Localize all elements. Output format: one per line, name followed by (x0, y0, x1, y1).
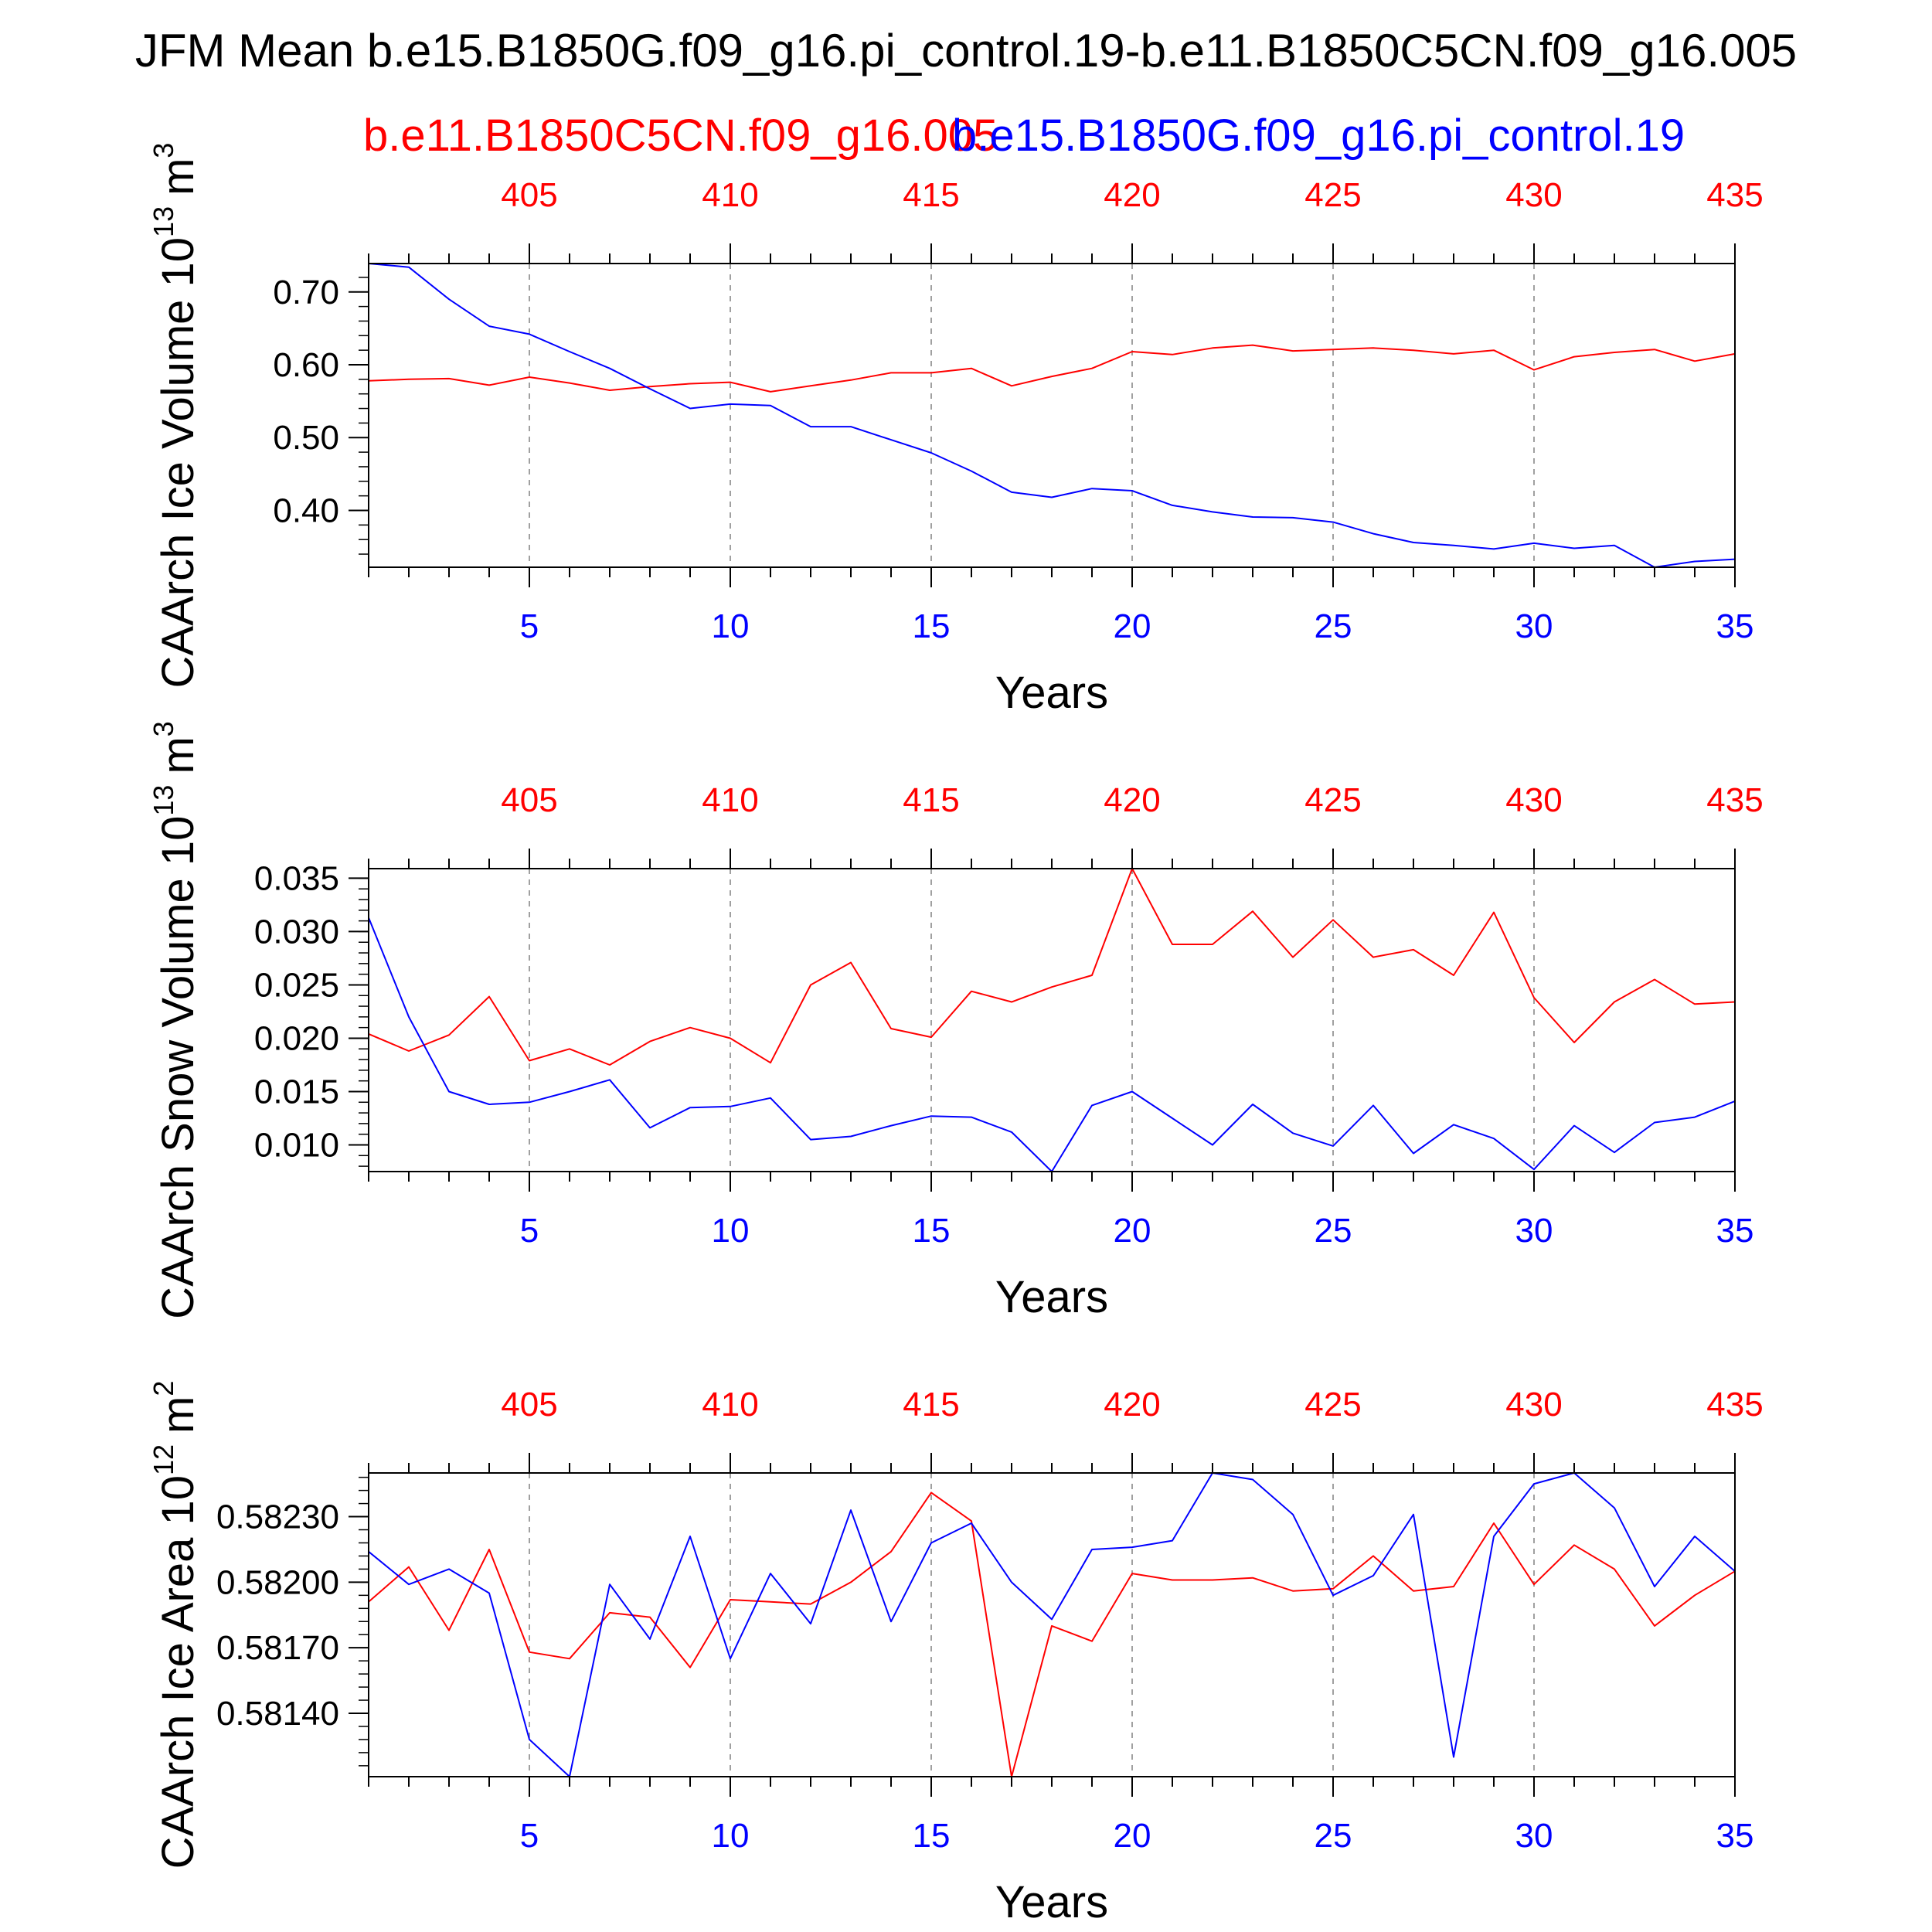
x-tick-label: 10 (712, 1212, 750, 1250)
x-axis-title: Years (995, 668, 1108, 718)
y-tick-label: 0.60 (273, 346, 339, 384)
x-top-tick-label: 405 (501, 1386, 557, 1423)
x-top-tick-label: 420 (1104, 1386, 1160, 1423)
x-top-tick-label: 410 (702, 1386, 758, 1423)
y-axis-title: CAArch Ice Volume 1013 m3 (148, 143, 203, 689)
x-tick-label: 5 (520, 607, 539, 645)
y-tick-label: 0.010 (254, 1126, 339, 1164)
x-tick-label: 10 (712, 1817, 750, 1855)
x-tick-label: 10 (712, 607, 750, 645)
x-tick-label: 15 (913, 1212, 951, 1250)
x-top-tick-label: 425 (1304, 1386, 1361, 1423)
chart-title: JFM Mean b.e15.B1850G.f09_g16.pi_control… (135, 25, 1797, 77)
y-axis-title-exponent: 13 (148, 206, 179, 237)
x-tick-label: 35 (1716, 1817, 1754, 1855)
y-tick-label: 0.015 (254, 1073, 339, 1111)
x-top-tick-label: 420 (1104, 781, 1160, 819)
y-axis-title-exponent: 13 (148, 785, 179, 816)
y-tick-label: 0.58230 (216, 1498, 339, 1536)
panel-3: 5 405 10 410 15 415 20 420 25 425 30 430 35 435 Years 0… (148, 1381, 1764, 1927)
y-tick-label: 0.40 (273, 492, 339, 529)
y-tick-label: 0.58140 (216, 1695, 339, 1733)
y-axis-title-exponent: 12 (148, 1444, 179, 1475)
x-axis-title: Years (995, 1877, 1108, 1927)
y-axis-title-unit-exponent: 2 (148, 1381, 179, 1396)
x-top-tick-label: 430 (1505, 781, 1562, 819)
x-tick-label: 15 (913, 1817, 951, 1855)
plot-frame (368, 868, 1736, 1172)
y-tick-label: 0.030 (254, 913, 339, 951)
x-top-tick-label: 405 (501, 781, 557, 819)
y-axis-title-unit-exponent: 3 (148, 721, 179, 736)
series-line-blue (368, 917, 1736, 1172)
x-top-tick-label: 430 (1505, 176, 1562, 214)
x-tick-label: 20 (1114, 1817, 1151, 1855)
y-tick-label: 0.020 (254, 1019, 339, 1057)
x-tick-label: 25 (1315, 1212, 1352, 1250)
series-line-blue (368, 1472, 1736, 1777)
x-top-tick-label: 425 (1304, 781, 1361, 819)
y-tick-label: 0.58200 (216, 1563, 339, 1601)
x-tick-label: 30 (1515, 1212, 1553, 1250)
x-top-tick-label: 435 (1706, 1386, 1763, 1423)
x-tick-label: 20 (1114, 607, 1151, 645)
y-axis-title-group: CAArch Ice Area 1012 m2 (148, 1381, 203, 1869)
series-line-red (368, 344, 1736, 393)
panel-2: 5 405 10 410 15 415 20 420 25 425 30 430 35 435 Years 0… (148, 721, 1764, 1322)
x-tick-label: 35 (1716, 1212, 1754, 1250)
y-tick-label: 0.035 (254, 859, 339, 897)
x-top-tick-label: 430 (1505, 1386, 1562, 1423)
y-axis-title-main: CAArch Ice Volume 10 (153, 237, 203, 689)
x-top-tick-label: 410 (702, 176, 758, 214)
y-tick-label: 0.58170 (216, 1629, 339, 1667)
y-tick-label: 0.025 (254, 966, 339, 1004)
y-axis-title-main: CAArch Ice Area 10 (153, 1475, 203, 1869)
legend-blue-label: b.e15.B1850G.f09_g16.pi_control.19 (952, 111, 1685, 161)
series-line-red (368, 1492, 1736, 1777)
legend-red-label: b.e11.B1850C5CN.f09_g16.005 (363, 111, 998, 161)
x-tick-label: 15 (913, 607, 951, 645)
x-top-tick-label: 425 (1304, 176, 1361, 214)
y-axis-title-group: CAArch Ice Volume 1013 m3 (148, 143, 203, 689)
y-axis-title-unit: m (153, 736, 203, 774)
y-axis-title: CAArch Ice Area 1012 m2 (148, 1381, 203, 1869)
x-top-tick-label: 405 (501, 176, 557, 214)
x-top-tick-label: 415 (903, 1386, 959, 1423)
chart-panels: 5405104101541520420254253043035435Years0… (148, 143, 1764, 1927)
x-tick-label: 5 (520, 1212, 539, 1250)
plot-frame (368, 263, 1736, 568)
x-top-tick-label: 420 (1104, 176, 1160, 214)
x-axis-title: Years (995, 1272, 1108, 1322)
x-tick-label: 25 (1315, 1817, 1352, 1855)
y-axis-title: CAArch Snow Volume 1013 m3 (148, 721, 203, 1319)
y-axis-title-unit: m (153, 158, 203, 196)
y-axis-title-unit-exponent: 3 (148, 143, 179, 158)
x-tick-label: 20 (1114, 1212, 1151, 1250)
x-tick-label: 5 (520, 1817, 539, 1855)
y-tick-label: 0.70 (273, 274, 339, 311)
series-line-blue (368, 263, 1736, 568)
panel-1: 5 405 10 410 15 415 20 420 25 425 30 430 35 435 Years 0… (148, 143, 1764, 718)
x-top-tick-label: 410 (702, 781, 758, 819)
y-axis-title-group: CAArch Snow Volume 1013 m3 (148, 721, 203, 1319)
x-tick-label: 35 (1716, 607, 1754, 645)
y-axis-title-main: CAArch Snow Volume 10 (153, 816, 203, 1319)
x-top-tick-label: 415 (903, 781, 959, 819)
x-top-tick-label: 415 (903, 176, 959, 214)
x-tick-label: 30 (1515, 607, 1553, 645)
y-axis-title-unit: m (153, 1396, 203, 1434)
x-top-tick-label: 435 (1706, 176, 1763, 214)
plot-frame (368, 1472, 1736, 1777)
series-line-red (368, 868, 1736, 1066)
y-tick-label: 0.50 (273, 419, 339, 457)
x-tick-label: 30 (1515, 1817, 1553, 1855)
x-top-tick-label: 435 (1706, 781, 1763, 819)
x-tick-label: 25 (1315, 607, 1352, 645)
